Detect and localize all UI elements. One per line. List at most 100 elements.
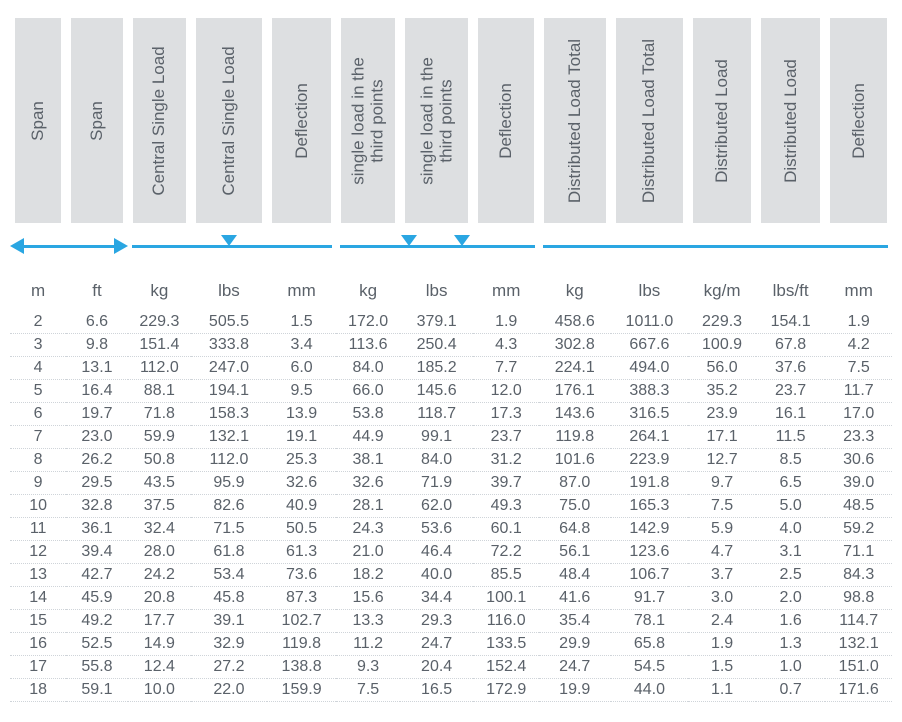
cell: 13.1 (66, 357, 127, 380)
cell: 1.9 (473, 311, 538, 334)
cell: 165.3 (611, 495, 689, 518)
cell: 113.6 (336, 334, 399, 357)
cell: 5.9 (688, 518, 756, 541)
table-row: 1755.812.427.2138.89.320.4152.424.754.51… (10, 656, 892, 679)
header-row: SpanSpanCentral Single LoadCentral Singl… (10, 10, 892, 233)
col-header: Distributed Load (688, 10, 756, 233)
cell: 11 (10, 518, 66, 541)
cell: 1011.0 (611, 311, 689, 334)
cell: 61.3 (267, 541, 337, 564)
table-row: 826.250.8112.025.338.184.031.2101.6223.9… (10, 449, 892, 472)
unit-label: mm (473, 259, 538, 311)
col-header: Central Single Load (128, 10, 191, 233)
cell: 98.8 (825, 587, 892, 610)
cell: 12.4 (128, 656, 191, 679)
cell: 1.1 (688, 679, 756, 702)
cell: 25.3 (267, 449, 337, 472)
cell: 9.5 (267, 380, 337, 403)
col-header: Central Single Load (191, 10, 267, 233)
cell: 30.6 (825, 449, 892, 472)
cell: 87.3 (267, 587, 337, 610)
cell: 10.0 (128, 679, 191, 702)
cell: 44.9 (336, 426, 399, 449)
table-row: 929.543.595.932.632.671.939.787.0191.89.… (10, 472, 892, 495)
cell: 223.9 (611, 449, 689, 472)
col-header: Deflection (267, 10, 337, 233)
cell: 72.2 (473, 541, 538, 564)
cell: 49.3 (473, 495, 538, 518)
cell: 12 (10, 541, 66, 564)
cell: 42.7 (66, 564, 127, 587)
cell: 66.0 (336, 380, 399, 403)
unit-label: kg (539, 259, 611, 311)
cell: 27.2 (191, 656, 267, 679)
cell: 45.8 (191, 587, 267, 610)
sep-cell (191, 233, 267, 259)
unit-label: lbs/ft (756, 259, 826, 311)
cell: 185.2 (400, 357, 474, 380)
cell: 6 (10, 403, 66, 426)
cell: 12.7 (688, 449, 756, 472)
cell: 59.1 (66, 679, 127, 702)
cell: 1.5 (688, 656, 756, 679)
cell: 4.2 (825, 334, 892, 357)
cell: 31.2 (473, 449, 538, 472)
table-row: 413.1112.0247.06.084.0185.27.7224.1494.0… (10, 357, 892, 380)
cell: 112.0 (191, 449, 267, 472)
cell: 48.4 (539, 564, 611, 587)
cell: 62.0 (400, 495, 474, 518)
col-header: Deflection (473, 10, 538, 233)
sep-cell (756, 233, 826, 259)
cell: 21.0 (336, 541, 399, 564)
cell: 6.6 (66, 311, 127, 334)
cell: 15 (10, 610, 66, 633)
cell: 48.5 (825, 495, 892, 518)
cell: 145.6 (400, 380, 474, 403)
cell: 16.1 (756, 403, 826, 426)
unit-label: kg (128, 259, 191, 311)
sep-cell (336, 233, 399, 259)
cell: 9.8 (66, 334, 127, 357)
cell: 152.4 (473, 656, 538, 679)
cell: 133.5 (473, 633, 538, 656)
cell: 2 (10, 311, 66, 334)
cell: 12.0 (473, 380, 538, 403)
cell: 71.1 (825, 541, 892, 564)
cell: 11.2 (336, 633, 399, 656)
cell: 494.0 (611, 357, 689, 380)
cell: 53.4 (191, 564, 267, 587)
cell: 1.5 (267, 311, 337, 334)
cell: 9 (10, 472, 66, 495)
cell: 1.9 (825, 311, 892, 334)
cell: 99.1 (400, 426, 474, 449)
cell: 119.8 (539, 426, 611, 449)
cell: 49.2 (66, 610, 127, 633)
cell: 154.1 (756, 311, 826, 334)
cell: 17.1 (688, 426, 756, 449)
cell: 19.1 (267, 426, 337, 449)
table-row: 619.771.8158.313.953.8118.717.3143.6316.… (10, 403, 892, 426)
cell: 84.0 (400, 449, 474, 472)
cell: 18.2 (336, 564, 399, 587)
cell: 119.8 (267, 633, 337, 656)
cell: 112.0 (128, 357, 191, 380)
cell: 84.3 (825, 564, 892, 587)
cell: 229.3 (128, 311, 191, 334)
cell: 56.1 (539, 541, 611, 564)
cell: 264.1 (611, 426, 689, 449)
cell: 26.2 (66, 449, 127, 472)
cell: 52.5 (66, 633, 127, 656)
cell: 9.3 (336, 656, 399, 679)
cell: 5 (10, 380, 66, 403)
table-row: 39.8151.4333.83.4113.6250.44.3302.8667.6… (10, 334, 892, 357)
cell: 302.8 (539, 334, 611, 357)
cell: 41.6 (539, 587, 611, 610)
table-row: 1136.132.471.550.524.353.660.164.8142.95… (10, 518, 892, 541)
cell: 37.6 (756, 357, 826, 380)
table-row: 1032.837.582.640.928.162.049.375.0165.37… (10, 495, 892, 518)
sep-cell (400, 233, 474, 259)
cell: 4.7 (688, 541, 756, 564)
cell: 18 (10, 679, 66, 702)
cell: 17 (10, 656, 66, 679)
cell: 3.0 (688, 587, 756, 610)
